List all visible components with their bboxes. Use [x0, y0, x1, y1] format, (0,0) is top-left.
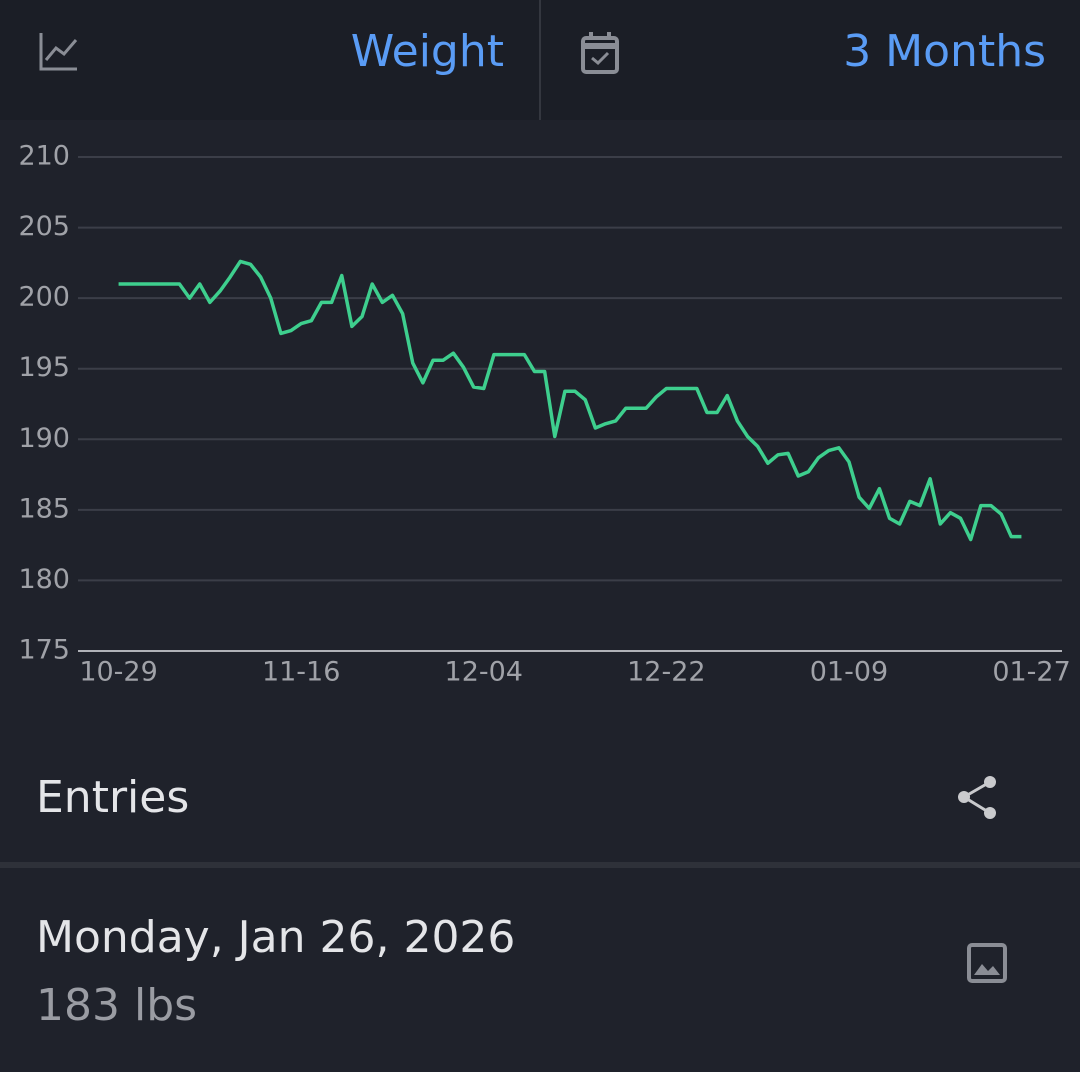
y-tick-label: 185: [18, 493, 70, 524]
separator: [0, 862, 1080, 868]
share-icon[interactable]: [954, 774, 1002, 822]
y-tick-label: 210: [18, 141, 70, 172]
x-tick-label: 12-04: [445, 657, 523, 688]
entry-date[interactable]: Monday, Jan 26, 2026: [36, 912, 516, 963]
entries-title: Entries: [36, 772, 190, 823]
metric-selector[interactable]: Weight: [350, 26, 504, 77]
divider: [539, 0, 541, 120]
entry-value[interactable]: 183 lbs: [36, 980, 198, 1031]
range-selector[interactable]: 3 Months: [843, 26, 1046, 77]
y-tick-label: 175: [18, 635, 70, 666]
x-tick-label: 12-22: [627, 657, 705, 688]
y-tick-label: 200: [18, 282, 70, 313]
weight-line: [118, 259, 1022, 542]
x-tick-label: 11-16: [262, 657, 340, 688]
y-tick-label: 180: [18, 564, 70, 595]
y-tick-label: 195: [18, 352, 70, 383]
x-tick-label: 10-29: [79, 657, 157, 688]
calendar-icon[interactable]: [578, 30, 624, 76]
y-tick-label: 190: [18, 423, 70, 454]
x-tick-label: 01-27: [992, 657, 1070, 688]
chart: 175 180 185 190 195 200 205 210 10-29 11-16 12-04 1…: [18, 141, 1070, 688]
chart-icon[interactable]: [36, 28, 82, 74]
image-icon[interactable]: [964, 940, 1010, 986]
y-tick-label: 205: [18, 211, 70, 242]
x-tick-label: 01-09: [810, 657, 888, 688]
top-bar: Weight 3 Months: [0, 0, 1080, 120]
